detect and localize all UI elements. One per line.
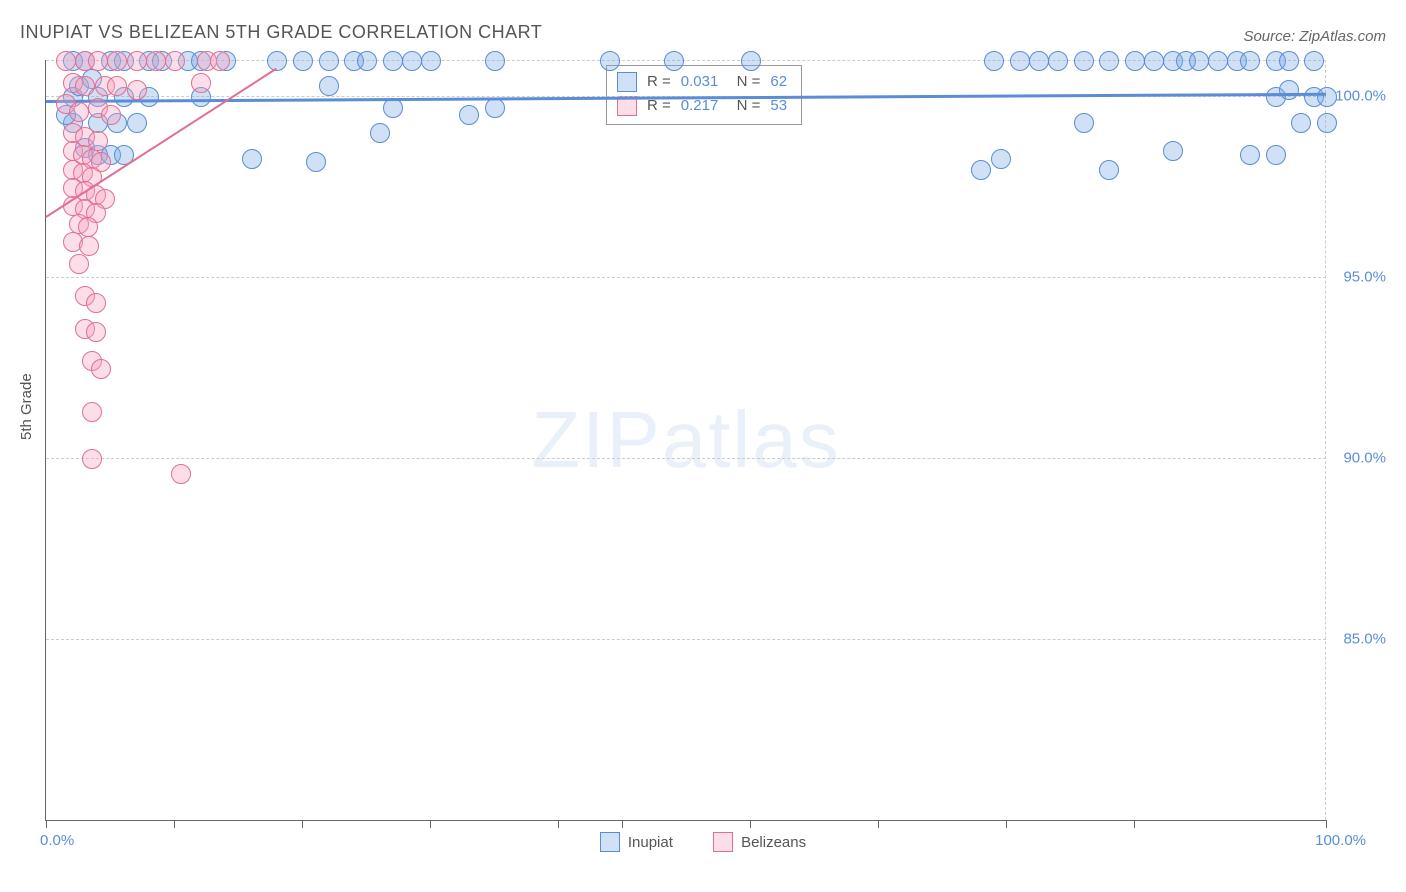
- x-tick: [558, 820, 559, 828]
- data-point-inupiat: [991, 149, 1011, 169]
- data-point-inupiat: [459, 105, 479, 125]
- data-point-inupiat: [267, 51, 287, 71]
- data-point-inupiat: [1279, 80, 1299, 100]
- data-point-inupiat: [306, 152, 326, 172]
- legend-item-belizeans: Belizeans: [713, 832, 806, 852]
- data-point-belizeans: [127, 80, 147, 100]
- data-point-inupiat: [1208, 51, 1228, 71]
- y-tick-label: 90.0%: [1343, 450, 1386, 467]
- gridline-h: [46, 458, 1326, 459]
- data-point-belizeans: [56, 51, 76, 71]
- y-tick-label: 85.0%: [1343, 631, 1386, 648]
- y-axis-title: 5th Grade: [18, 373, 35, 440]
- data-point-belizeans: [210, 51, 230, 71]
- data-point-belizeans: [91, 359, 111, 379]
- data-point-inupiat: [1240, 145, 1260, 165]
- data-point-inupiat: [1125, 51, 1145, 71]
- data-point-inupiat: [1279, 51, 1299, 71]
- data-point-inupiat: [664, 51, 684, 71]
- chart-title: INUPIAT VS BELIZEAN 5TH GRADE CORRELATIO…: [20, 22, 542, 43]
- data-point-inupiat: [1010, 51, 1030, 71]
- data-point-inupiat: [1163, 141, 1183, 161]
- data-point-inupiat: [127, 113, 147, 133]
- data-point-inupiat: [383, 51, 403, 71]
- data-point-inupiat: [1074, 113, 1094, 133]
- data-point-inupiat: [1099, 160, 1119, 180]
- data-point-inupiat: [485, 51, 505, 71]
- data-point-inupiat: [1144, 51, 1164, 71]
- legend-swatch-blue: [600, 832, 620, 852]
- data-point-inupiat: [984, 51, 1004, 71]
- data-point-inupiat: [402, 51, 422, 71]
- data-point-belizeans: [69, 254, 89, 274]
- data-point-inupiat: [1266, 145, 1286, 165]
- legend-item-inupiat: Inupiat: [600, 832, 673, 852]
- data-point-inupiat: [600, 51, 620, 71]
- x-tick: [1134, 820, 1135, 828]
- data-point-inupiat: [1317, 113, 1337, 133]
- data-point-belizeans: [82, 402, 102, 422]
- y-tick-label: 95.0%: [1343, 269, 1386, 286]
- x-tick: [174, 820, 175, 828]
- scatter-plot-area: ZIPatlas R = 0.031 N = 62 R = 0.217 N = …: [45, 60, 1326, 821]
- gridline-h: [46, 277, 1326, 278]
- legend-label: Belizeans: [741, 834, 806, 851]
- data-point-inupiat: [1304, 51, 1324, 71]
- data-point-inupiat: [319, 51, 339, 71]
- data-point-belizeans: [86, 293, 106, 313]
- data-point-belizeans: [82, 449, 102, 469]
- x-tick: [1006, 820, 1007, 828]
- x-tick: [1326, 820, 1327, 828]
- data-point-inupiat: [421, 51, 441, 71]
- data-point-belizeans: [86, 322, 106, 342]
- data-point-inupiat: [1029, 51, 1049, 71]
- data-point-belizeans: [75, 76, 95, 96]
- data-point-inupiat: [1317, 87, 1337, 107]
- series-legend: Inupiat Belizeans: [0, 832, 1406, 856]
- legend-swatch-pink: [713, 832, 733, 852]
- y-tick-label: 100.0%: [1335, 88, 1386, 105]
- data-point-belizeans: [146, 51, 166, 71]
- data-point-inupiat: [1048, 51, 1068, 71]
- data-point-inupiat: [971, 160, 991, 180]
- gridline-h: [46, 639, 1326, 640]
- x-tick: [46, 820, 47, 828]
- data-point-belizeans: [101, 105, 121, 125]
- data-point-belizeans: [171, 464, 191, 484]
- data-point-belizeans: [107, 51, 127, 71]
- data-point-inupiat: [1291, 113, 1311, 133]
- swatch-inupiat: [617, 72, 637, 92]
- stats-row-inupiat: R = 0.031 N = 62: [617, 70, 787, 94]
- data-point-belizeans: [191, 73, 211, 93]
- data-point-belizeans: [88, 51, 108, 71]
- data-point-inupiat: [1074, 51, 1094, 71]
- data-point-belizeans: [88, 131, 108, 151]
- watermark: ZIPatlas: [531, 394, 840, 486]
- x-tick: [302, 820, 303, 828]
- data-point-inupiat: [1240, 51, 1260, 71]
- data-point-belizeans: [78, 217, 98, 237]
- data-point-inupiat: [485, 98, 505, 118]
- source-attribution: Source: ZipAtlas.com: [1243, 28, 1386, 45]
- plot-border-right: [1325, 60, 1326, 820]
- data-point-inupiat: [293, 51, 313, 71]
- x-tick: [750, 820, 751, 828]
- data-point-inupiat: [319, 76, 339, 96]
- data-point-inupiat: [741, 51, 761, 71]
- data-point-inupiat: [242, 149, 262, 169]
- x-tick: [878, 820, 879, 828]
- x-tick: [622, 820, 623, 828]
- x-tick: [430, 820, 431, 828]
- data-point-belizeans: [107, 76, 127, 96]
- data-point-inupiat: [370, 123, 390, 143]
- data-point-inupiat: [1099, 51, 1119, 71]
- data-point-inupiat: [357, 51, 377, 71]
- data-point-belizeans: [127, 51, 147, 71]
- data-point-belizeans: [165, 51, 185, 71]
- data-point-belizeans: [79, 236, 99, 256]
- data-point-inupiat: [1189, 51, 1209, 71]
- data-point-belizeans: [69, 102, 89, 122]
- legend-label: Inupiat: [628, 834, 673, 851]
